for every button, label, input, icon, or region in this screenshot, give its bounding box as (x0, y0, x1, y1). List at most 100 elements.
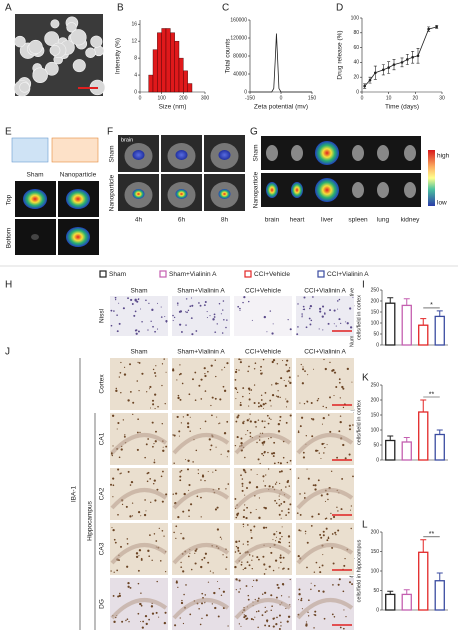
cell (278, 504, 281, 507)
cell (263, 506, 266, 509)
cell (334, 531, 337, 534)
bar (152, 49, 158, 93)
cell (212, 318, 215, 321)
cell (268, 565, 271, 568)
error-bar (403, 589, 410, 595)
cell (172, 493, 174, 495)
cell (196, 495, 199, 498)
cell (263, 573, 266, 575)
error-bar (420, 318, 427, 326)
y-tick-label: 100 (371, 427, 380, 433)
cell (155, 611, 158, 614)
cell (199, 428, 201, 430)
column-label: heart (290, 217, 305, 224)
cell (220, 453, 222, 455)
cell (242, 468, 245, 471)
cell (237, 546, 240, 549)
column-label: Sham+Vialinin A (177, 349, 225, 356)
organ (266, 145, 278, 161)
cell (184, 311, 187, 313)
particle (32, 67, 48, 83)
cell (275, 502, 278, 504)
cell (320, 494, 323, 497)
y-tick-label: 0 (376, 457, 379, 463)
cell (148, 555, 151, 558)
cell (161, 500, 164, 503)
cell (332, 562, 335, 565)
cell (271, 393, 275, 397)
panel-letter: L (362, 520, 368, 531)
cell (160, 475, 163, 478)
cell (140, 604, 143, 607)
cell (278, 614, 281, 617)
cell (259, 432, 261, 434)
cell (256, 441, 258, 444)
cell (215, 446, 217, 448)
cell (115, 389, 118, 393)
error-bar (387, 590, 394, 595)
cell (177, 586, 179, 589)
cell (325, 406, 327, 409)
cell (281, 510, 283, 512)
cell (140, 558, 143, 561)
cell (222, 590, 225, 593)
cell (246, 419, 249, 422)
cell (235, 388, 238, 391)
cell (154, 375, 157, 377)
cell (271, 332, 274, 335)
cell (302, 305, 305, 308)
cell (268, 485, 271, 488)
cell (238, 369, 240, 371)
cell (327, 498, 329, 501)
cell (263, 442, 265, 444)
cell (265, 526, 268, 529)
cell (137, 511, 141, 514)
cell (265, 568, 267, 571)
cell (145, 510, 147, 512)
cell (287, 508, 290, 511)
cell (304, 530, 307, 533)
cell (289, 414, 292, 417)
cell (244, 456, 246, 459)
cell (262, 475, 265, 478)
bar (418, 551, 429, 611)
cell (264, 611, 267, 613)
cell (126, 565, 129, 568)
cell (289, 604, 291, 606)
y-tick-label: 100 (371, 568, 380, 574)
cell (235, 578, 238, 581)
cell (223, 432, 227, 435)
cell (279, 541, 282, 544)
cell (182, 570, 185, 573)
cell (352, 297, 354, 299)
cell (318, 566, 321, 569)
cell (284, 384, 287, 387)
cell (172, 434, 174, 436)
cell (185, 298, 188, 300)
cell (131, 502, 134, 504)
cell (247, 544, 249, 546)
cell (249, 435, 252, 438)
cell (160, 306, 162, 308)
cell (339, 415, 342, 417)
cell (158, 616, 160, 618)
column-label: 6h (178, 217, 186, 224)
y-tick-label: 100 (351, 15, 360, 21)
cell (183, 492, 186, 496)
row-label: DG (99, 599, 106, 609)
cell (190, 297, 193, 299)
cell (296, 333, 299, 336)
cell (134, 329, 137, 332)
micrograph (296, 296, 354, 336)
particle (50, 19, 60, 29)
cell (151, 308, 154, 311)
cell (200, 398, 203, 400)
cell (250, 618, 253, 621)
cell (180, 561, 182, 564)
cell (129, 515, 132, 518)
color-bar (428, 150, 435, 206)
cell (189, 305, 192, 308)
cell (161, 384, 163, 387)
cell (145, 622, 148, 626)
cell (324, 446, 326, 449)
